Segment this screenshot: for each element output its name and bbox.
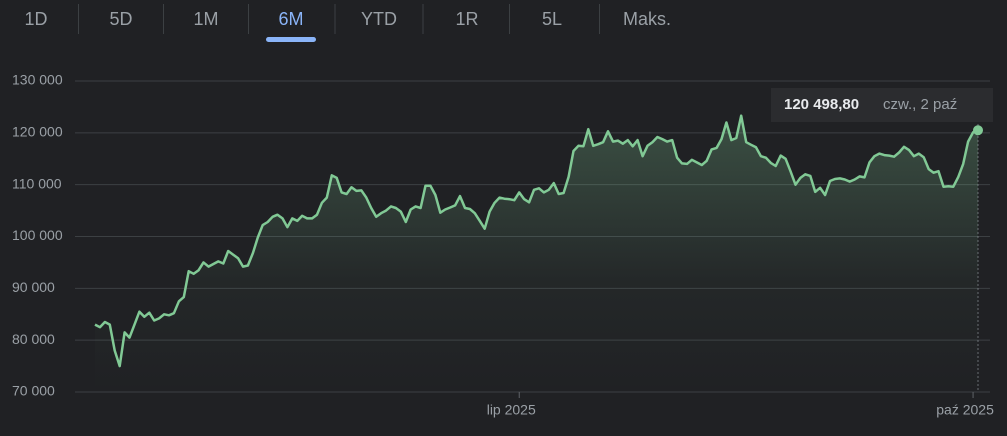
x-tick-label: paź 2025 <box>936 402 994 418</box>
tooltip-box <box>771 88 993 122</box>
x-tick-label: lip 2025 <box>487 402 536 418</box>
y-tick-label: 130 000 <box>12 72 63 88</box>
range-tab[interactable]: 5D <box>109 9 132 29</box>
range-tab[interactable]: YTD <box>361 9 397 29</box>
price-line <box>94 114 979 368</box>
tooltip-dot <box>973 125 983 136</box>
y-tick-label: 110 000 <box>12 175 62 191</box>
tooltip-value: 120 498,80 <box>784 96 859 113</box>
area-fill <box>95 115 978 392</box>
range-tab[interactable]: 1R <box>455 9 478 29</box>
range-tab[interactable]: 6M <box>278 9 303 29</box>
range-tab[interactable]: 5L <box>542 9 562 29</box>
y-tick-label: 70 000 <box>12 383 55 399</box>
tooltip-date: czw., 2 paź <box>883 96 957 113</box>
range-tab[interactable]: Maks. <box>623 9 671 29</box>
tab-indicator <box>266 37 316 42</box>
y-tick-label: 120 000 <box>12 124 63 140</box>
range-tab[interactable]: 1D <box>24 9 47 29</box>
range-tab[interactable]: 1M <box>193 9 218 29</box>
y-tick-label: 90 000 <box>12 279 55 295</box>
y-tick-label: 80 000 <box>12 331 55 347</box>
y-tick-label: 100 000 <box>12 227 63 243</box>
